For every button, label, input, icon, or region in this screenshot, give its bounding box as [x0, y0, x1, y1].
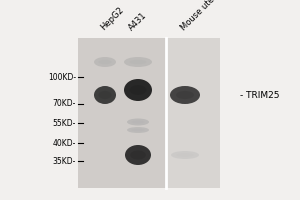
Ellipse shape [98, 60, 112, 64]
Bar [166, 38, 220, 188]
Text: - TRIM25: - TRIM25 [240, 90, 280, 99]
Text: 100KD-: 100KD- [48, 72, 76, 82]
Ellipse shape [130, 150, 146, 160]
Bar [78, 38, 166, 188]
Ellipse shape [131, 129, 145, 131]
Ellipse shape [124, 79, 152, 101]
Ellipse shape [124, 57, 152, 67]
Ellipse shape [176, 91, 194, 99]
Ellipse shape [130, 60, 146, 64]
Ellipse shape [94, 57, 116, 67]
Text: 35KD-: 35KD- [52, 156, 76, 166]
Text: 70KD-: 70KD- [52, 99, 76, 108]
Ellipse shape [130, 85, 146, 95]
Ellipse shape [127, 118, 149, 126]
Ellipse shape [94, 86, 116, 104]
Ellipse shape [170, 86, 200, 104]
Ellipse shape [171, 151, 199, 159]
Text: Mouse uterus: Mouse uterus [178, 0, 225, 32]
Ellipse shape [127, 127, 149, 133]
Text: HepG2: HepG2 [99, 5, 125, 32]
Text: 40KD-: 40KD- [52, 138, 76, 148]
Text: 55KD-: 55KD- [52, 119, 76, 128]
Text: A431: A431 [127, 10, 148, 32]
Ellipse shape [131, 120, 145, 124]
Ellipse shape [98, 91, 112, 99]
Ellipse shape [177, 153, 194, 157]
Ellipse shape [125, 145, 151, 165]
